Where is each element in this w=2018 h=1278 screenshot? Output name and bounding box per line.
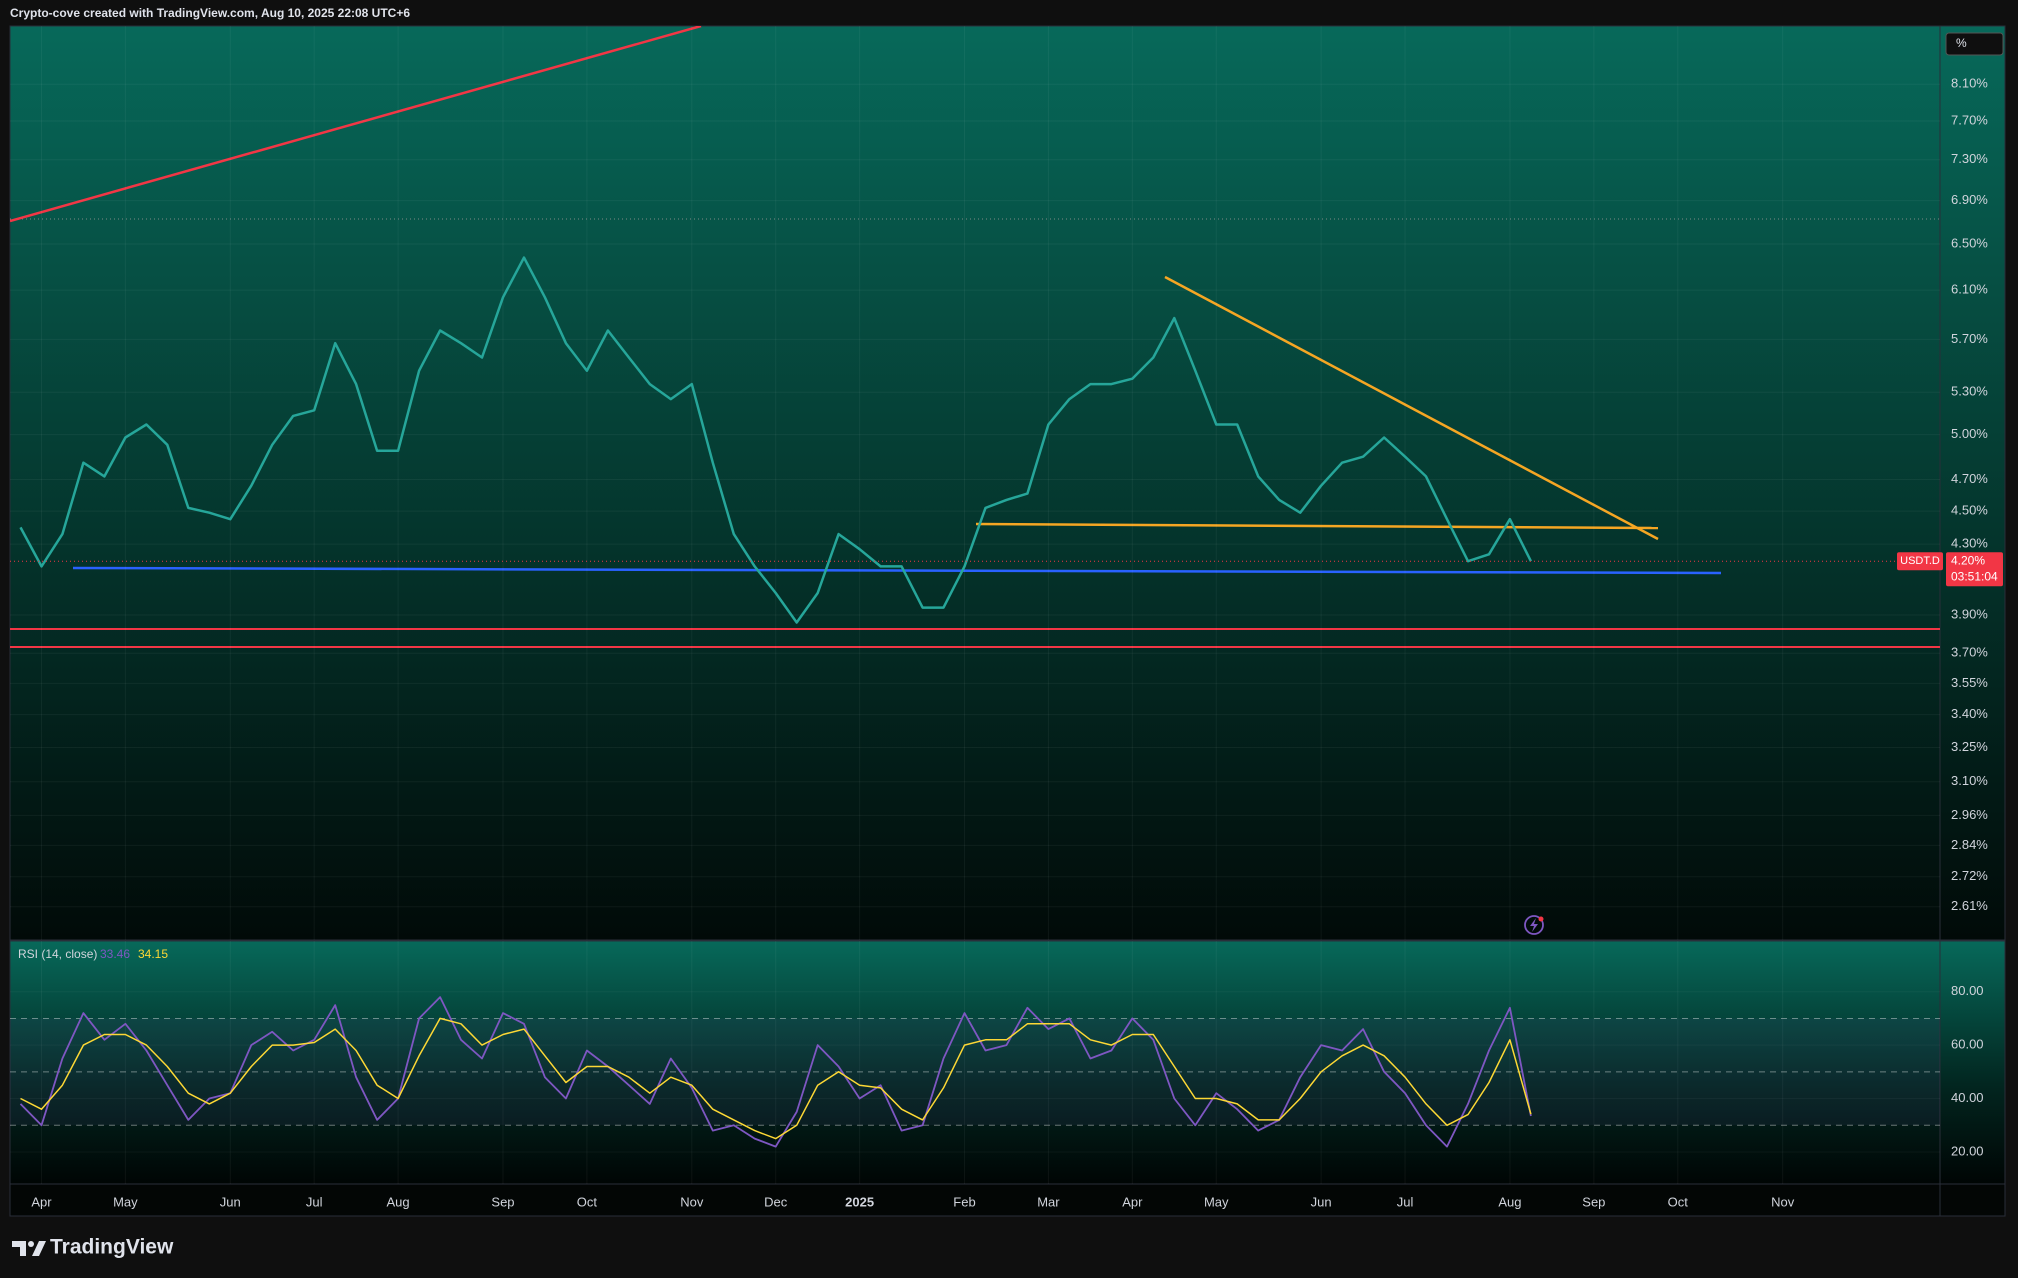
price-layer bbox=[10, 26, 1940, 940]
y-tick-label: 3.70% bbox=[1951, 645, 1988, 660]
axis-unit: % bbox=[1956, 36, 1967, 50]
trend-line bbox=[1164, 275, 1659, 541]
neckline bbox=[975, 522, 1659, 530]
y-tick-label: 2.84% bbox=[1951, 837, 1988, 852]
price-pane bbox=[9, 25, 2006, 941]
y-tick-label: 8.10% bbox=[1951, 76, 1988, 91]
x-tick-label: Sep bbox=[1582, 1194, 1605, 1209]
time-axis bbox=[9, 1183, 2006, 1217]
logo-mark bbox=[28, 1241, 34, 1247]
x-tick-label: Oct bbox=[1668, 1194, 1689, 1209]
y-tick-label: 60.00 bbox=[1951, 1037, 1984, 1052]
x-tick-label: Jul bbox=[306, 1194, 323, 1209]
x-tick-label: 2025 bbox=[845, 1194, 874, 1209]
series-line bbox=[19, 256, 1533, 624]
rsi-legend-value: 33.46 bbox=[100, 947, 130, 961]
x-tick-label: Jun bbox=[1311, 1194, 1332, 1209]
brand-logo bbox=[12, 1241, 46, 1256]
x-tick-label: Aug bbox=[1498, 1194, 1521, 1209]
x-tick-label: Oct bbox=[577, 1194, 598, 1209]
y-tick-label: 40.00 bbox=[1951, 1090, 1984, 1105]
y-tick-label: 2.61% bbox=[1951, 898, 1988, 913]
price-tag bbox=[1946, 552, 2003, 587]
x-tick-label: Jul bbox=[1397, 1194, 1414, 1209]
x-tick-label: Sep bbox=[491, 1194, 514, 1209]
x-tick-label: Jun bbox=[220, 1194, 241, 1209]
y-tick-label: 2.72% bbox=[1951, 868, 1988, 883]
y-tick-label: 4.50% bbox=[1951, 503, 1988, 518]
axis-unit-box[interactable] bbox=[1945, 32, 2004, 56]
logo-mark bbox=[32, 1241, 46, 1256]
icon-circle bbox=[1524, 915, 1544, 935]
icon-bolt bbox=[1530, 918, 1538, 932]
y-tick-label: 3.25% bbox=[1951, 739, 1988, 754]
x-tick-label: Dec bbox=[764, 1194, 788, 1209]
y-tick-label: 6.90% bbox=[1951, 192, 1988, 207]
y-tick-label: 80.00 bbox=[1951, 983, 1984, 998]
y-tick-label: 3.90% bbox=[1951, 606, 1988, 621]
y-tick-label: 4.30% bbox=[1951, 536, 1988, 551]
x-tick-label: Feb bbox=[953, 1194, 975, 1209]
header-text: Crypto-cove created with TradingView.com… bbox=[10, 6, 410, 20]
x-tick-label: May bbox=[1204, 1194, 1229, 1209]
trend-line bbox=[10, 26, 702, 223]
y-tick-label: 6.50% bbox=[1951, 235, 1988, 250]
x-tick-label: Nov bbox=[1771, 1194, 1795, 1209]
y-tick-label: 7.70% bbox=[1951, 112, 1988, 127]
rsi-legend-value: 34.15 bbox=[138, 947, 168, 961]
symbol-tag bbox=[1897, 552, 1943, 571]
icon-dot bbox=[1538, 916, 1544, 922]
brand: TradingView bbox=[50, 1236, 174, 1259]
countdown: 03:51:04 bbox=[1951, 569, 1998, 583]
y-tick-label: 4.70% bbox=[1951, 471, 1988, 486]
y-tick-label: 5.30% bbox=[1951, 384, 1988, 399]
y-tick-label: 5.00% bbox=[1951, 426, 1988, 441]
price-label: 4.20% bbox=[1951, 553, 1985, 567]
lightning-icon[interactable] bbox=[1524, 915, 1544, 935]
y-tick-label: 6.10% bbox=[1951, 282, 1988, 297]
rsi-pane bbox=[9, 940, 2006, 1185]
x-tick-label: Aug bbox=[387, 1194, 410, 1209]
y-tick-label: 3.40% bbox=[1951, 706, 1988, 721]
y-tick-label: 5.70% bbox=[1951, 331, 1988, 346]
rsi-layer bbox=[10, 941, 1940, 1184]
series-line bbox=[20, 1017, 1532, 1140]
x-tick-label: May bbox=[113, 1194, 138, 1209]
x-tick-label: Apr bbox=[31, 1194, 52, 1209]
x-tick-label: Apr bbox=[1122, 1194, 1143, 1209]
symbol-label: USDT.D bbox=[1900, 555, 1940, 567]
support-line bbox=[72, 566, 1722, 575]
y-tick-label: 3.55% bbox=[1951, 675, 1988, 690]
x-tick-label: Mar bbox=[1037, 1194, 1060, 1209]
y-tick-label: 7.30% bbox=[1951, 151, 1988, 166]
y-tick-label: 3.10% bbox=[1951, 773, 1988, 788]
logo-mark bbox=[12, 1241, 26, 1256]
rsi-title: RSI (14, close) bbox=[18, 947, 97, 961]
y-tick-label: 20.00 bbox=[1951, 1143, 1984, 1158]
y-tick-label: 2.96% bbox=[1951, 807, 1988, 822]
rsi-band bbox=[10, 1018, 1940, 1126]
x-tick-label: Nov bbox=[680, 1194, 704, 1209]
